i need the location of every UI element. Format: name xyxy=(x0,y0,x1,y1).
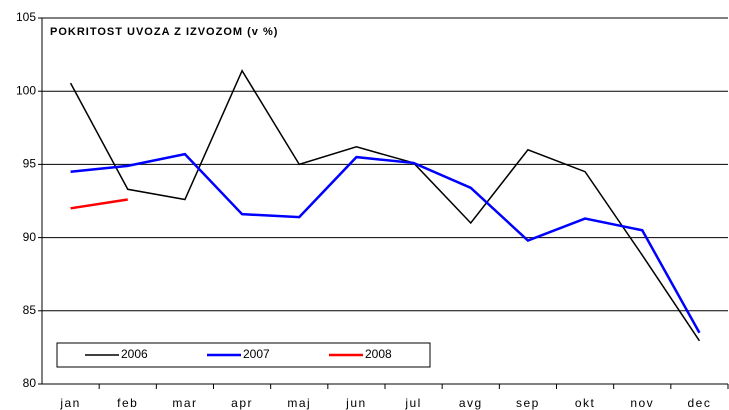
legend-box xyxy=(56,342,431,368)
y-tick-label: 95 xyxy=(23,157,37,171)
x-tick-label: feb xyxy=(117,396,138,410)
x-tick-label: mar xyxy=(172,396,197,410)
x-tick-label: sep xyxy=(516,396,540,410)
x-tick-label: nov xyxy=(630,396,654,410)
series-line xyxy=(69,69,701,342)
x-tick-label: dec xyxy=(687,396,711,410)
x-tick-label: jul xyxy=(404,396,422,410)
series-line xyxy=(70,152,701,334)
x-tick-label: maj xyxy=(287,396,311,410)
x-tick-label: jan xyxy=(59,396,81,410)
y-tick-label: 85 xyxy=(23,303,37,317)
x-tick-label: jun xyxy=(345,396,367,410)
x-tick-label: okt xyxy=(575,396,596,410)
chart-title: POKRITOST UVOZA Z IZVOZOM (v %) xyxy=(50,26,278,38)
y-tick-label: 100 xyxy=(16,83,36,97)
x-tick-label: avg xyxy=(459,396,483,410)
legend-label: 2006 xyxy=(121,347,148,361)
y-tick-label: 80 xyxy=(23,376,37,390)
y-tick-label: 90 xyxy=(23,230,37,244)
y-tick-label: 105 xyxy=(16,10,36,24)
legend-label: 2008 xyxy=(365,347,392,361)
series-line xyxy=(70,198,128,210)
legend-label: 2007 xyxy=(243,347,270,361)
x-tick-label: apr xyxy=(231,396,253,410)
